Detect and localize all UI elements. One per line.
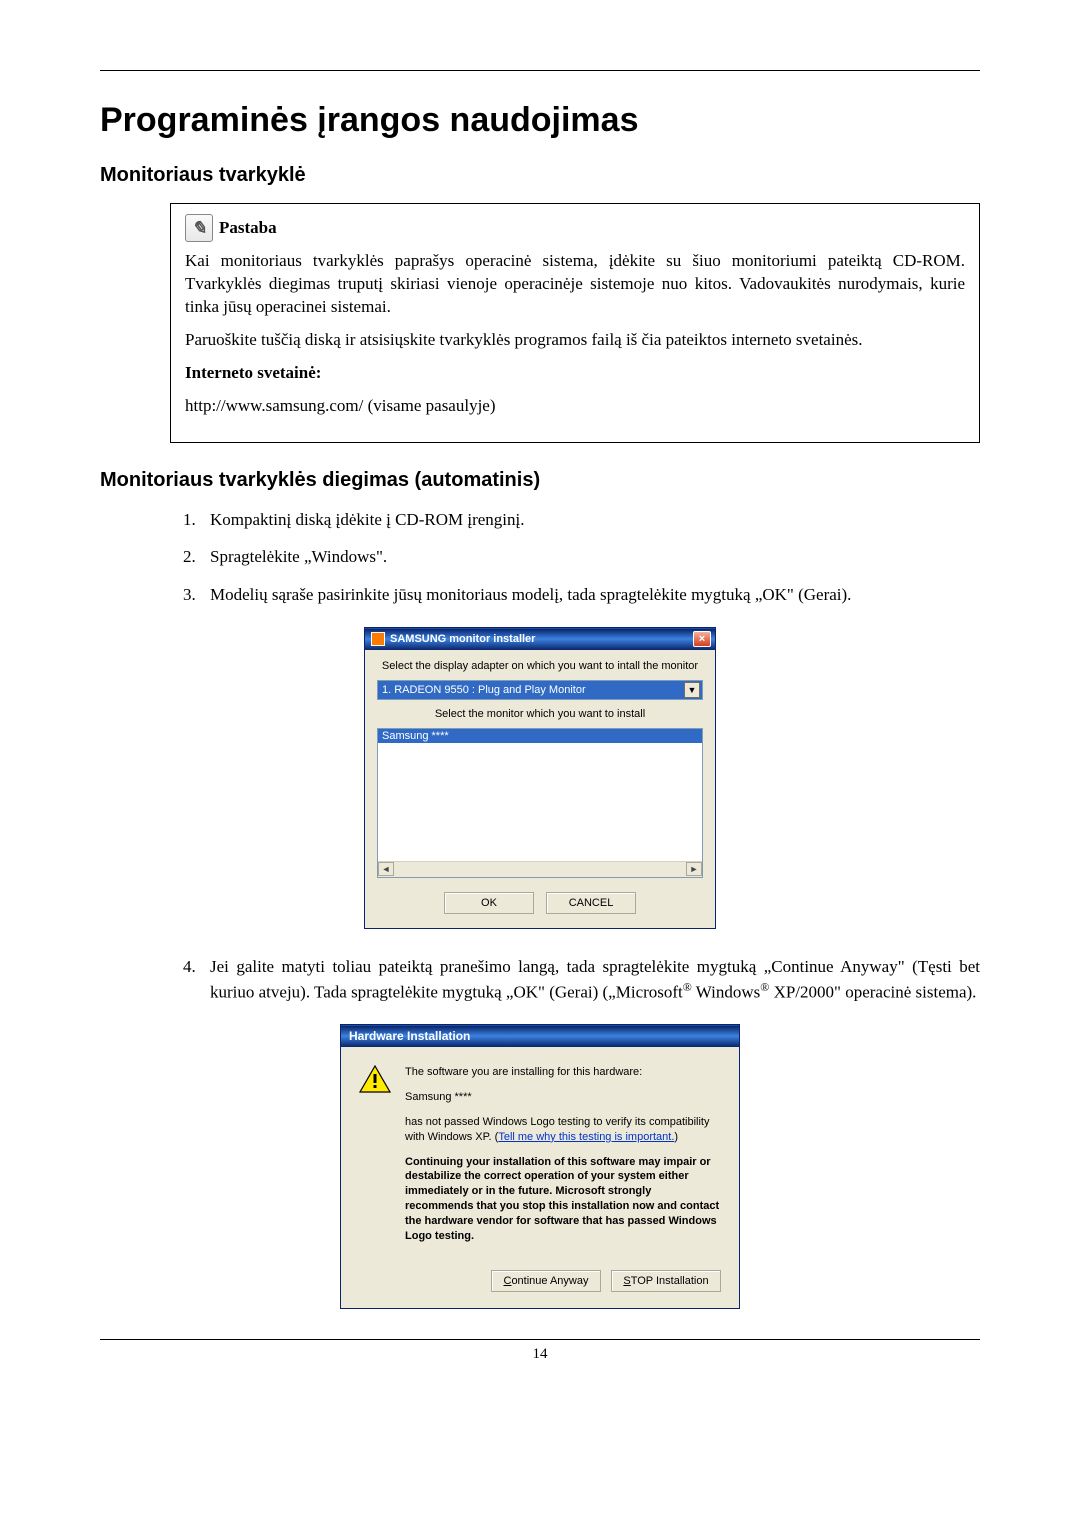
continue-anyway-button[interactable]: Continue Anyway (491, 1270, 601, 1292)
installer-dialog-wrap: SAMSUNG monitor installer × Select the d… (100, 627, 980, 929)
hw-link[interactable]: Tell me why this testing is important. (498, 1131, 674, 1143)
cancel-button[interactable]: CANCEL (546, 892, 636, 914)
hardware-buttons: Continue Anyway STOP Installation (341, 1270, 739, 1308)
horizontal-scrollbar[interactable]: ◄ ► (378, 861, 702, 877)
hardware-body: The software you are installing for this… (341, 1047, 739, 1269)
hw-line-1: The software you are installing for this… (405, 1065, 721, 1080)
note-paragraph-1: Kai monitoriaus tvarkyklės paprašys oper… (185, 250, 965, 319)
hardware-titlebar: Hardware Installation (341, 1025, 739, 1047)
registered-mark: ® (683, 980, 692, 994)
note-label: Pastaba (219, 217, 277, 240)
page-number: 14 (100, 1346, 980, 1363)
close-icon[interactable]: × (693, 631, 711, 647)
continue-label: ontinue Anyway (511, 1275, 588, 1287)
installer-app-icon (371, 632, 385, 646)
scroll-right-icon[interactable]: ► (686, 862, 702, 876)
install-steps: Kompaktinį diską įdėkite į CD-ROM įrengi… (200, 508, 980, 607)
note-url: http://www.samsung.com/ (visame pasaulyj… (185, 395, 965, 418)
note-site-label: Interneto svetainė: (185, 362, 965, 385)
installer-titlebar: SAMSUNG monitor installer × (365, 628, 715, 650)
hardware-title: Hardware Installation (349, 1029, 470, 1043)
scroll-left-icon[interactable]: ◄ (378, 862, 394, 876)
step-4: Jei galite matyti toliau pateiktą praneš… (200, 955, 980, 1004)
step-2: Spragtelėkite „Windows". (200, 545, 980, 569)
hardware-dialog: Hardware Installation The software you a… (340, 1024, 740, 1308)
installer-dialog: SAMSUNG monitor installer × Select the d… (364, 627, 716, 929)
install-steps-continued: Jei galite matyti toliau pateiktą praneš… (200, 955, 980, 1004)
stop-label: TOP Installation (631, 1275, 709, 1287)
installer-title: SAMSUNG monitor installer (390, 633, 693, 645)
chevron-down-icon[interactable]: ▼ (684, 682, 700, 698)
top-rule (100, 70, 980, 71)
step-3: Modelių sąraše pasirinkite jūsų monitori… (200, 583, 980, 607)
note-icon: ✎ (185, 214, 213, 242)
hardware-dialog-wrap: Hardware Installation The software you a… (100, 1024, 980, 1308)
registered-mark: ® (760, 980, 769, 994)
warning-icon (359, 1065, 391, 1093)
step-4-text-b: Windows (692, 982, 760, 1001)
note-header: ✎ Pastaba (185, 214, 965, 242)
installer-body: Select the display adapter on which you … (365, 650, 715, 928)
note-paragraph-2: Paruoškite tuščią diską ir atsisiųskite … (185, 329, 965, 352)
installer-monitor-item[interactable]: Samsung **** (378, 729, 702, 743)
ok-button[interactable]: OK (444, 892, 534, 914)
bottom-rule (100, 1339, 980, 1340)
hw-line-3b: ) (674, 1131, 678, 1143)
section-heading-driver: Monitoriaus tvarkyklė (100, 164, 980, 187)
installer-monitor-list[interactable]: Samsung **** ◄ ► (377, 728, 703, 878)
page-title: Programinės įrangos naudojimas (100, 101, 980, 140)
note-box: ✎ Pastaba Kai monitoriaus tvarkyklės pap… (170, 203, 980, 443)
installer-adapter-select[interactable]: 1. RADEON 9550 : Plug and Play Monitor ▼ (377, 680, 703, 700)
step-1: Kompaktinį diską įdėkite į CD-ROM įrengi… (200, 508, 980, 532)
hw-line-2: Samsung **** (405, 1090, 721, 1105)
hw-warning-text: Continuing your installation of this sof… (405, 1155, 721, 1244)
hw-line-3: has not passed Windows Logo testing to v… (405, 1115, 721, 1145)
document-page: Programinės įrangos naudojimas Monitoria… (0, 0, 1080, 1403)
installer-buttons: OK CANCEL (377, 892, 703, 914)
installer-monitor-label: Select the monitor which you want to ins… (377, 708, 703, 720)
stop-installation-button[interactable]: STOP Installation (611, 1270, 721, 1292)
installer-adapter-label: Select the display adapter on which you … (377, 660, 703, 672)
section-heading-install: Monitoriaus tvarkyklės diegimas (automat… (100, 469, 980, 492)
hardware-text: The software you are installing for this… (405, 1065, 721, 1253)
step-4-text-c: XP/2000" operacinė sistema). (769, 982, 976, 1001)
installer-adapter-value: 1. RADEON 9550 : Plug and Play Monitor (382, 684, 684, 696)
